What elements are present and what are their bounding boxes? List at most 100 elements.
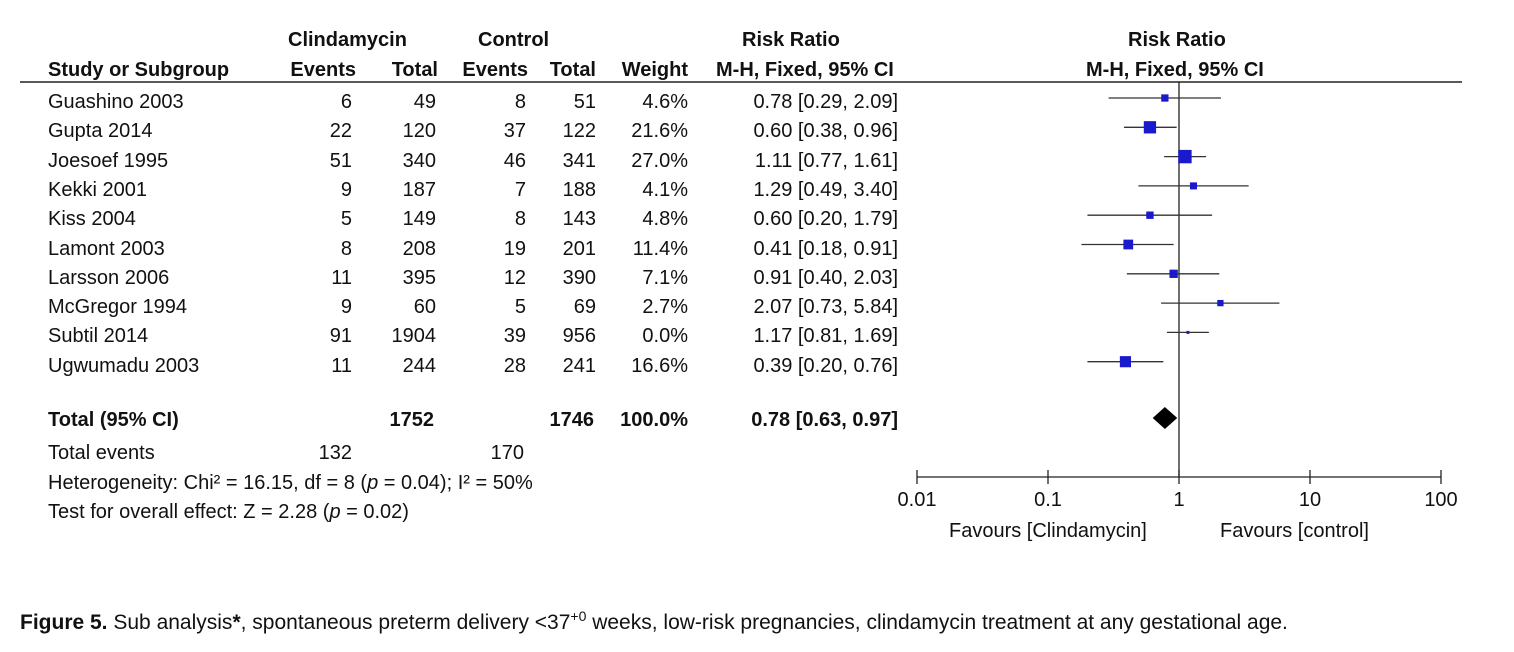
total1-cell: 244 (402, 354, 436, 377)
x-tick-label: 0.1 (1034, 489, 1062, 511)
study-name: Kekki 2001 (48, 178, 147, 201)
events1-cell: 11 (331, 266, 352, 289)
total2-cell: 122 (562, 120, 596, 143)
weight-cell: 4.8% (642, 208, 688, 231)
total-events2: 170 (490, 442, 524, 464)
plot-method-header: M-H, Fixed, 95% CI (1086, 59, 1264, 81)
study-marker (1186, 330, 1190, 334)
total1-cell: 340 (402, 149, 436, 172)
rr-text-cell: 1.17 [0.81, 1.69] (753, 325, 898, 348)
x-tick-label: 1 (1173, 489, 1185, 511)
total2-cell: 390 (562, 266, 596, 289)
events1-cell: 8 (340, 237, 352, 260)
total-events-label: Total events (48, 442, 155, 464)
study-name: McGregor 1994 (48, 296, 187, 319)
events1-cell: 22 (329, 120, 352, 143)
events1-cell: 5 (340, 208, 352, 231)
rr-text-cell: 0.60 [0.20, 1.79] (753, 208, 898, 231)
events1-header: Events (290, 59, 356, 81)
total2-cell: 69 (573, 296, 596, 319)
events1-cell: 9 (340, 178, 352, 201)
events2-cell: 8 (514, 208, 526, 231)
rr-text-cell: 2.07 [0.73, 5.84] (753, 296, 898, 319)
weight-cell: 27.0% (631, 149, 688, 172)
total2-cell: 956 (562, 325, 596, 348)
total1-cell: 120 (402, 120, 436, 143)
total1-cell: 60 (413, 296, 436, 319)
x-tick-label: 10 (1298, 489, 1322, 511)
study-name: Joesoef 1995 (48, 149, 169, 172)
total2-cell: 341 (562, 149, 596, 172)
total1-cell: 49 (413, 91, 436, 113)
figure-caption: Figure 5. Sub analysis*, spontaneous pre… (20, 608, 1288, 634)
study-marker (1123, 239, 1134, 250)
events2-cell: 46 (503, 149, 526, 172)
rr-text-cell: 0.60 [0.38, 0.96] (753, 120, 898, 143)
events2-cell: 19 (503, 237, 526, 260)
total-weight: 100.0% (620, 409, 688, 431)
method-header: M-H, Fixed, 95% CI (716, 59, 894, 81)
weight-cell: 16.6% (631, 354, 688, 377)
events1-cell: 11 (331, 354, 352, 377)
weight-header: Weight (621, 59, 688, 81)
study-marker (1161, 94, 1169, 102)
total2-cell: 143 (562, 208, 596, 231)
weight-cell: 4.1% (642, 178, 688, 201)
events1-cell: 6 (340, 91, 352, 113)
events1-cell: 51 (329, 149, 352, 172)
study-marker (1143, 121, 1157, 134)
events2-cell: 37 (503, 120, 526, 143)
study-marker (1178, 149, 1192, 164)
study-name: Gupta 2014 (48, 120, 153, 143)
plot-title: Risk Ratio (1128, 29, 1226, 51)
weight-cell: 0.0% (642, 325, 688, 348)
total1-cell: 187 (402, 178, 436, 201)
study-name: Kiss 2004 (48, 208, 136, 231)
total2-header: Total (549, 59, 596, 81)
total2-cell: 188 (562, 178, 596, 201)
weight-cell: 7.1% (642, 266, 688, 289)
study-name: Ugwumadu 2003 (48, 354, 200, 377)
total2-cell: 241 (562, 354, 596, 377)
study-name: Larsson 2006 (48, 266, 170, 289)
study-marker (1217, 299, 1224, 307)
events1-cell: 91 (329, 325, 352, 348)
heterogeneity-text: Heterogeneity: Chi² = 16.15, df = 8 (p =… (48, 472, 533, 494)
total-events1: 132 (318, 442, 352, 464)
total1-value: 1752 (389, 409, 435, 431)
favours-right-label: Favours [control] (1220, 520, 1369, 542)
rr-text-cell: 1.11 [0.77, 1.61] (754, 149, 898, 172)
events2-cell: 5 (514, 296, 526, 319)
total1-cell: 149 (402, 208, 436, 231)
rr-text-cell: 1.29 [0.49, 3.40] (753, 178, 898, 201)
weight-cell: 2.7% (642, 296, 688, 319)
rr-text-cell: 0.41 [0.18, 0.91] (753, 237, 898, 260)
group2-header: Control (478, 29, 550, 51)
total-diamond (1152, 407, 1178, 429)
total1-cell: 395 (402, 266, 436, 289)
events2-cell: 8 (514, 91, 526, 113)
total-rr-text: 0.78 [0.63, 0.97] (751, 409, 898, 431)
x-tick-label: 0.01 (897, 489, 937, 511)
weight-cell: 4.6% (642, 91, 688, 113)
group1-header: Clindamycin (288, 29, 407, 51)
rr-text-cell: 0.91 [0.40, 2.03] (753, 266, 898, 289)
study-column-header: Study or Subgroup (48, 59, 230, 81)
events2-cell: 28 (503, 354, 526, 377)
total2-value: 1746 (549, 409, 595, 431)
rr-text-cell: 0.39 [0.20, 0.76] (753, 354, 898, 377)
weight-cell: 21.6% (631, 120, 688, 143)
events2-cell: 12 (503, 266, 526, 289)
total1-cell: 208 (402, 237, 436, 260)
events2-cell: 39 (503, 325, 526, 348)
x-tick-label: 100 (1424, 489, 1458, 511)
total1-cell: 1904 (391, 325, 437, 348)
weight-cell: 11.4% (632, 237, 688, 260)
overall-effect-text: Test for overall effect: Z = 2.28 (p = 0… (48, 501, 409, 523)
rr-text-cell: 0.78 [0.29, 2.09] (753, 91, 898, 113)
study-marker (1119, 356, 1132, 368)
risk-ratio-header: Risk Ratio (742, 29, 840, 51)
favours-left-label: Favours [Clindamycin] (949, 520, 1147, 542)
total1-header: Total (391, 59, 438, 81)
total2-cell: 201 (562, 237, 596, 260)
